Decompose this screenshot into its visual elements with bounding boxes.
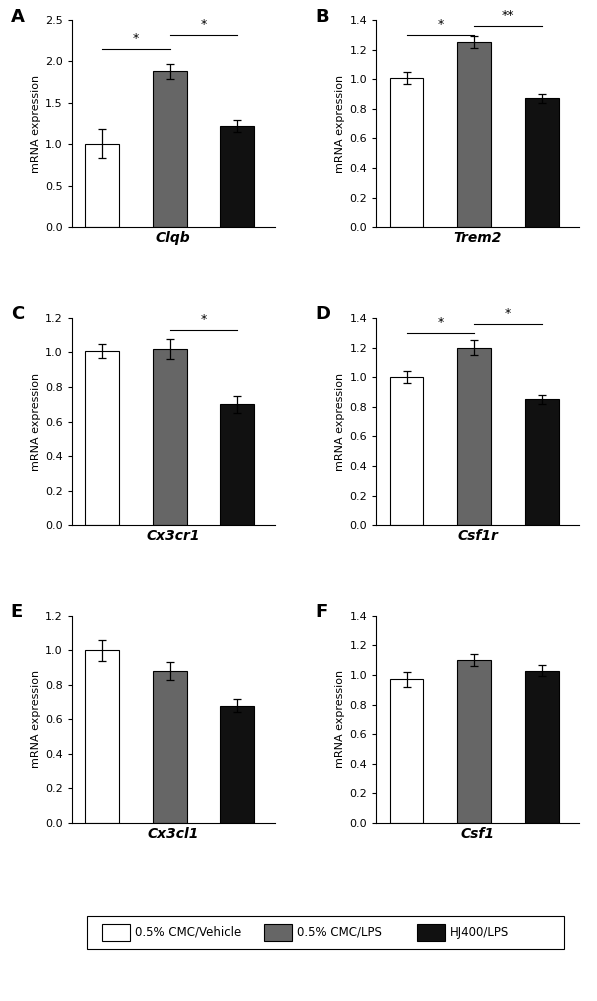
- Text: 0.5% CMC/LPS: 0.5% CMC/LPS: [297, 926, 382, 939]
- X-axis label: Csf1r: Csf1r: [457, 530, 498, 544]
- Text: B: B: [315, 8, 329, 26]
- Y-axis label: mRNA expression: mRNA expression: [335, 372, 345, 470]
- Bar: [153, 71, 187, 227]
- X-axis label: Trem2: Trem2: [453, 231, 502, 245]
- Text: E: E: [11, 604, 23, 622]
- Text: F: F: [315, 604, 328, 622]
- Text: **: **: [502, 9, 514, 22]
- Bar: [457, 661, 491, 823]
- Bar: [153, 349, 187, 526]
- Text: HJ400/LPS: HJ400/LPS: [450, 926, 509, 939]
- Y-axis label: mRNA expression: mRNA expression: [335, 75, 345, 173]
- Bar: [417, 924, 445, 941]
- Text: *: *: [437, 18, 444, 31]
- Text: C: C: [11, 305, 24, 323]
- X-axis label: Csf1: Csf1: [461, 827, 494, 841]
- Bar: [390, 680, 423, 823]
- Text: *: *: [133, 32, 139, 45]
- Bar: [85, 651, 119, 823]
- Bar: [153, 671, 187, 823]
- Bar: [220, 706, 254, 823]
- Bar: [457, 347, 491, 526]
- Bar: [102, 924, 130, 941]
- Y-axis label: mRNA expression: mRNA expression: [30, 671, 41, 769]
- X-axis label: Clqb: Clqb: [156, 231, 190, 245]
- Bar: [525, 98, 559, 227]
- Bar: [390, 78, 423, 227]
- Bar: [85, 143, 119, 227]
- Bar: [390, 377, 423, 526]
- Y-axis label: mRNA expression: mRNA expression: [30, 372, 41, 470]
- Text: *: *: [201, 18, 207, 31]
- Y-axis label: mRNA expression: mRNA expression: [335, 671, 345, 769]
- Text: *: *: [505, 307, 511, 320]
- Y-axis label: mRNA expression: mRNA expression: [30, 75, 41, 173]
- Bar: [525, 671, 559, 823]
- Bar: [220, 404, 254, 526]
- Bar: [525, 399, 559, 526]
- Bar: [264, 924, 293, 941]
- Bar: [220, 126, 254, 227]
- Bar: [457, 42, 491, 227]
- Bar: [85, 350, 119, 526]
- Text: 0.5% CMC/Vehicle: 0.5% CMC/Vehicle: [135, 926, 241, 939]
- Text: *: *: [437, 316, 444, 329]
- Text: A: A: [11, 8, 24, 26]
- X-axis label: Cx3cr1: Cx3cr1: [146, 530, 200, 544]
- X-axis label: Cx3cl1: Cx3cl1: [147, 827, 199, 841]
- Text: D: D: [315, 305, 330, 323]
- Text: *: *: [201, 313, 207, 326]
